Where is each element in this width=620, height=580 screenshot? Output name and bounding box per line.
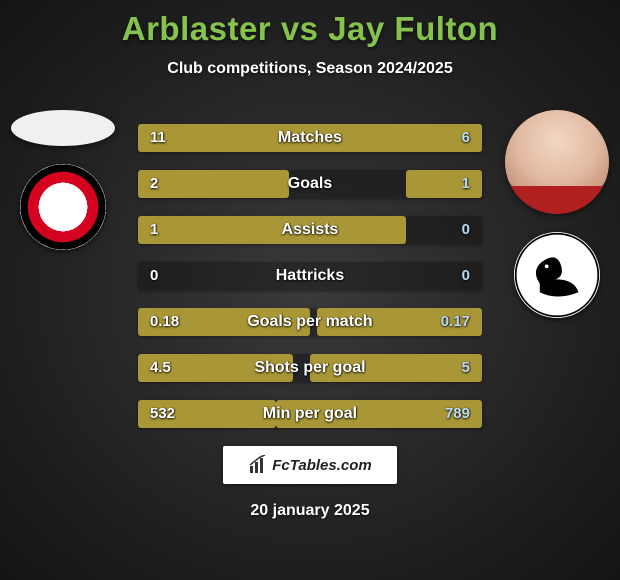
- logo-icon: [248, 455, 268, 475]
- date-text: 20 january 2025: [0, 502, 620, 520]
- stat-row: 00Hattricks: [138, 262, 482, 290]
- player2-club-badge: [514, 232, 600, 318]
- vs-text: vs: [281, 10, 319, 47]
- player2-name: Jay Fulton: [328, 10, 498, 47]
- stat-label: Shots per goal: [138, 354, 482, 382]
- stat-row: 0.180.17Goals per match: [138, 308, 482, 336]
- stat-row: 21Goals: [138, 170, 482, 198]
- subtitle: Club competitions, Season 2024/2025: [0, 60, 620, 78]
- stat-label: Matches: [138, 124, 482, 152]
- stat-row: 116Matches: [138, 124, 482, 152]
- stat-label: Goals: [138, 170, 482, 198]
- stat-label: Assists: [138, 216, 482, 244]
- stats-chart: 116Matches 21Goals 10Assists 00Hattricks 0.1…: [138, 124, 482, 446]
- swan-icon: [514, 232, 600, 318]
- logo-text: FcTables.com: [272, 457, 371, 474]
- fctables-logo: FcTables.com: [223, 446, 397, 484]
- right-column: [502, 110, 612, 318]
- stat-label: Goals per match: [138, 308, 482, 336]
- player2-avatar: [505, 110, 609, 214]
- stat-row: 10Assists: [138, 216, 482, 244]
- player1-avatar: [11, 110, 115, 146]
- stat-row: 532789Min per goal: [138, 400, 482, 428]
- stat-label: Min per goal: [138, 400, 482, 428]
- player1-name: Arblaster: [122, 10, 271, 47]
- comparison-title: Arblaster vs Jay Fulton: [0, 0, 620, 48]
- stat-label: Hattricks: [138, 262, 482, 290]
- player1-club-badge: [20, 164, 106, 250]
- stat-row: 4.55Shots per goal: [138, 354, 482, 382]
- left-column: [8, 110, 118, 250]
